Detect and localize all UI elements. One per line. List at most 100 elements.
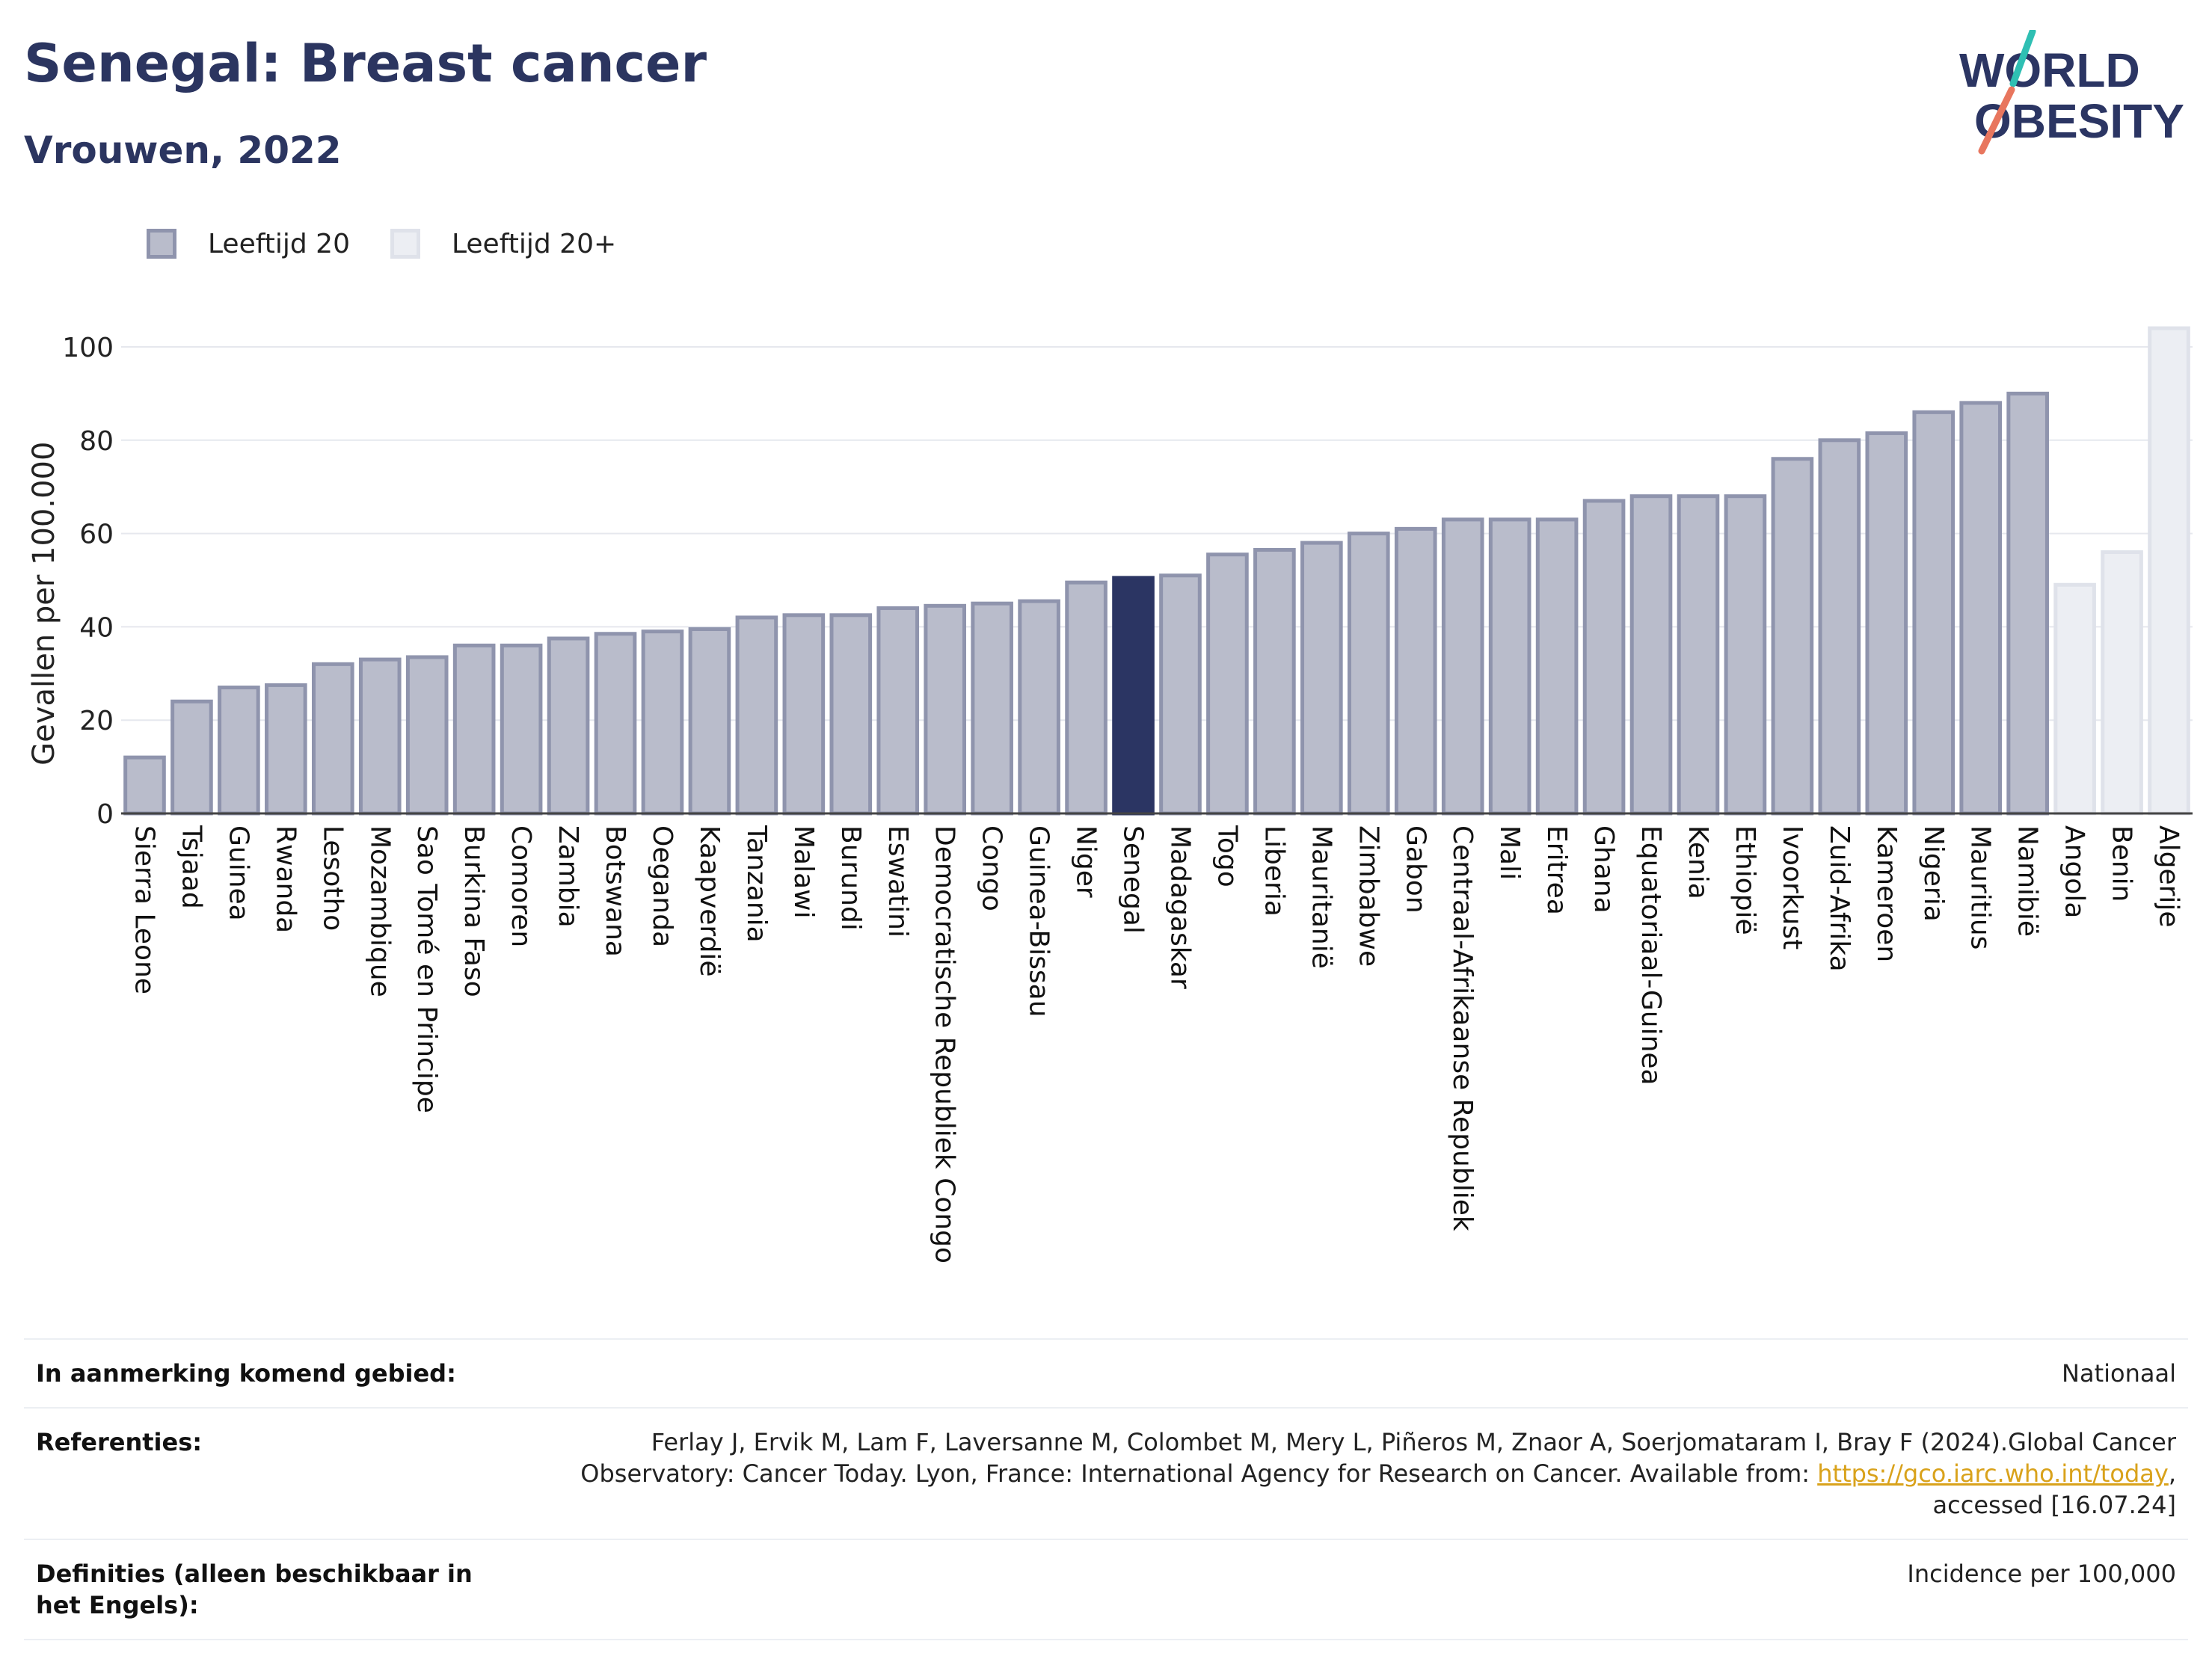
bar-eswatini[interactable] (876, 606, 920, 816)
bar-centraal-afrikaanse-republiek[interactable] (1441, 517, 1484, 816)
bar-angola[interactable] (2053, 582, 2096, 816)
bar-mauritani-[interactable] (1300, 541, 1343, 816)
x-tick-label: Eritrea (1541, 825, 1572, 915)
x-tick-label: Algerije (2154, 825, 2184, 928)
logo-text-obesity: OBESITY (1974, 94, 2184, 148)
bar-ghana[interactable] (1582, 499, 1626, 816)
x-tick-label: Kaapverdië (694, 825, 725, 977)
bar-namibi-[interactable] (2006, 391, 2049, 816)
bar-eritrea[interactable] (1535, 517, 1579, 816)
bar-liberia[interactable] (1253, 547, 1296, 816)
x-tick-label: Sao Tomé en Principe (411, 825, 442, 1113)
bar-guinea[interactable] (218, 686, 260, 816)
meta-row-references: Referenties: Ferlay J, Ervik M, Lam F, L… (24, 1407, 2188, 1539)
x-tick-label: Tsjaad (176, 825, 206, 909)
bar-kenia[interactable] (1677, 494, 1720, 816)
x-tick-label: Kameroen (1871, 825, 1902, 962)
refs-text-4: accessed [16.07.24] (1932, 1491, 2176, 1519)
x-tick-label: Zuid-Afrika (1824, 825, 1855, 972)
x-tick-label: Benin (2107, 825, 2137, 902)
x-tick-label: Zambia (553, 825, 583, 928)
bar-sierra-leone[interactable] (123, 755, 166, 816)
bar-tsjaad[interactable] (170, 699, 213, 816)
y-tick-label: 100 (62, 333, 114, 363)
bar-democratische-republiek-congo[interactable] (924, 603, 967, 816)
bar-comoren[interactable] (500, 643, 543, 816)
x-tick-label: Tanzania (741, 825, 772, 943)
y-axis-label: Gevallen per 100.000 (27, 442, 61, 766)
x-tick-label: Ghana (1588, 825, 1619, 914)
bar-niger[interactable] (1065, 580, 1107, 816)
metadata-table: In aanmerking komend gebied: Nationaal R… (24, 1338, 2188, 1640)
y-tick-label: 20 (79, 706, 114, 736)
bar-malawi[interactable] (782, 613, 826, 816)
x-tick-label: Mali (1494, 825, 1525, 880)
bar-congo[interactable] (971, 601, 1013, 816)
bar-togo[interactable] (1206, 552, 1249, 816)
bar-nigeria[interactable] (1912, 410, 1956, 816)
x-tick-label: Botswana (600, 825, 630, 957)
x-tick-label: Equatoriaal-Guinea (1635, 825, 1666, 1086)
x-tick-label: Niger (1071, 825, 1102, 898)
meta-row-area: In aanmerking komend gebied: Nationaal (24, 1338, 2188, 1407)
x-tick-label: Guinea-Bissau (1024, 825, 1054, 1018)
x-tick-label: Liberia (1259, 825, 1289, 917)
y-tick-label: 0 (96, 799, 114, 830)
bar-oeganda[interactable] (641, 630, 684, 816)
bar-rwanda[interactable] (265, 683, 307, 816)
bar-sao-tom-en-principe[interactable] (405, 655, 449, 816)
logo-text-world: WORLD (1959, 43, 2140, 97)
bar-ethiopi-[interactable] (1724, 494, 1767, 816)
legend-item-leeftijd-20-plus[interactable]: Leeftijd 20+ (390, 229, 616, 259)
meta-value-area: Nationaal (2062, 1359, 2176, 1388)
chart-title: Senegal: Breast cancer (24, 33, 707, 94)
refs-text-3: , (2168, 1459, 2176, 1488)
bar-gabon[interactable] (1394, 526, 1437, 816)
bar-zambia[interactable] (547, 636, 590, 816)
x-tick-label: Namibië (2012, 825, 2043, 937)
x-tick-label: Ivoorkust (1777, 825, 1807, 949)
bar-kameroen[interactable] (1865, 431, 1908, 816)
x-tick-label: Guinea (223, 825, 254, 921)
y-tick-label: 60 (79, 520, 114, 550)
legend-label: Leeftijd 20 (208, 228, 350, 259)
x-tick-label: Malawi (788, 825, 819, 919)
bar-senegal[interactable] (1112, 576, 1155, 816)
meta-row-definitions: Definities (alleen beschikbaar in het En… (24, 1539, 2188, 1640)
refs-link[interactable]: https://gco.iarc.who.int/today (1817, 1459, 2169, 1488)
bar-kaapverdi-[interactable] (688, 627, 731, 816)
bar-guinea-bissau[interactable] (1018, 599, 1060, 816)
chart-subtitle: Vrouwen, 2022 (24, 129, 342, 172)
meta-value-definitions: Incidence per 100,000 (1907, 1560, 2176, 1588)
bar-lesotho[interactable] (311, 662, 354, 816)
bar-benin[interactable] (2101, 550, 2143, 816)
bar-zimbabwe[interactable] (1347, 532, 1390, 816)
x-tick-label: Comoren (506, 825, 536, 947)
x-tick-label: Mozambique (364, 825, 395, 997)
bar-algerije[interactable] (2148, 326, 2190, 816)
bar-burundi[interactable] (829, 613, 873, 816)
bar-mauritius[interactable] (1959, 401, 2003, 816)
bar-tanzania[interactable] (735, 615, 778, 816)
bar-mozambique[interactable] (358, 657, 402, 816)
x-tick-label: Rwanda (270, 825, 301, 933)
meta-key-definitions: Definities (alleen beschikbaar in het En… (36, 1560, 473, 1619)
bar-zuid-afrika[interactable] (1818, 438, 1861, 816)
meta-value-references: Ferlay J, Ervik M, Lam F, Laversanne M, … (561, 1426, 2176, 1521)
x-tick-label: Kenia (1683, 825, 1713, 899)
x-tick-label: Eswatini (882, 825, 913, 938)
bar-ivoorkust[interactable] (1771, 457, 1814, 816)
legend-label: Leeftijd 20+ (451, 228, 617, 259)
bar-mali[interactable] (1488, 517, 1531, 816)
bar-burkina-faso[interactable] (452, 643, 496, 816)
bar-botswana[interactable] (594, 632, 637, 816)
legend-item-leeftijd-20[interactable]: Leeftijd 20 (147, 229, 350, 259)
meta-key-references: Referenties: (36, 1428, 203, 1456)
bar-equatoriaal-guinea[interactable] (1629, 494, 1673, 816)
x-tick-label: Ethiopië (1730, 825, 1760, 935)
x-tick-label: Congo (977, 825, 1007, 911)
world-obesity-logo: WORLD OBESITY (1959, 30, 2184, 155)
bar-madagaskar[interactable] (1159, 573, 1202, 816)
x-tick-label: Senegal (1118, 825, 1149, 934)
x-tick-label: Gabon (1400, 825, 1431, 914)
